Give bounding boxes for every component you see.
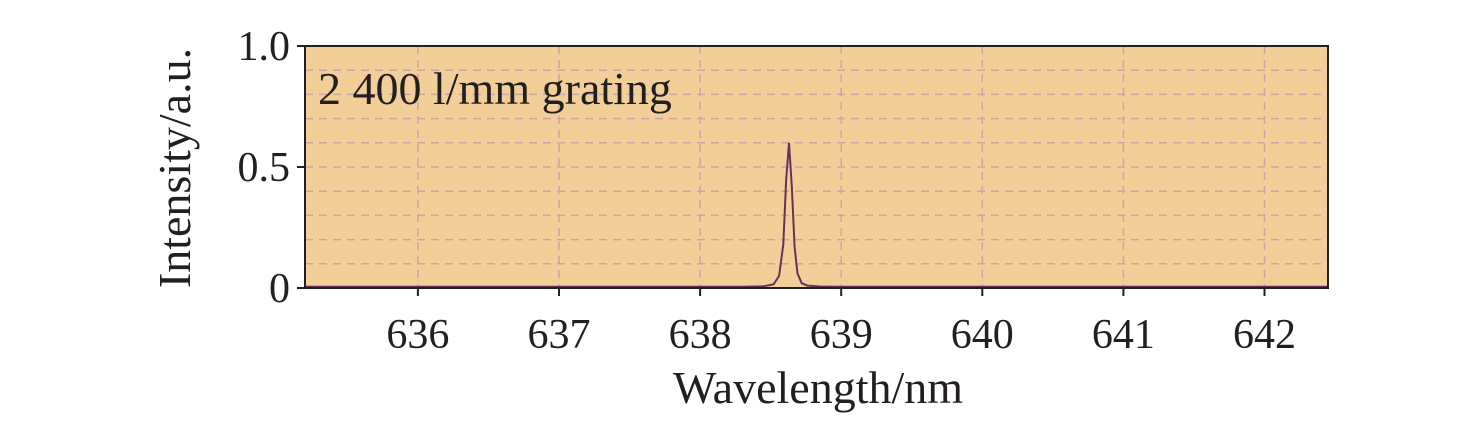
series-layer (305, 142, 1328, 288)
x-axis-label: Wavelength/nm (673, 362, 963, 413)
x-tick-label: 640 (951, 312, 1014, 358)
x-tick-label: 636 (386, 312, 449, 358)
grating-annotation: 2 400 l/mm grating (318, 63, 672, 114)
x-tick-label: 639 (810, 312, 873, 358)
y-axis-label: Intensity/a.u. (149, 48, 200, 288)
x-tick-label: 637 (527, 312, 590, 358)
x-tick-label: 641 (1092, 312, 1155, 358)
y-tick-label: 0 (269, 266, 290, 312)
x-tick-label: 638 (669, 312, 732, 358)
x-tick-label: 642 (1233, 312, 1296, 358)
ticks: 636 637 638 639 640 641 642 0 0.5 1.0 (238, 24, 1297, 358)
grid (305, 45, 1328, 288)
y-tick-label: 1.0 (238, 24, 291, 70)
spectrum-line (305, 142, 1328, 288)
y-tick-label: 0.5 (238, 145, 291, 191)
